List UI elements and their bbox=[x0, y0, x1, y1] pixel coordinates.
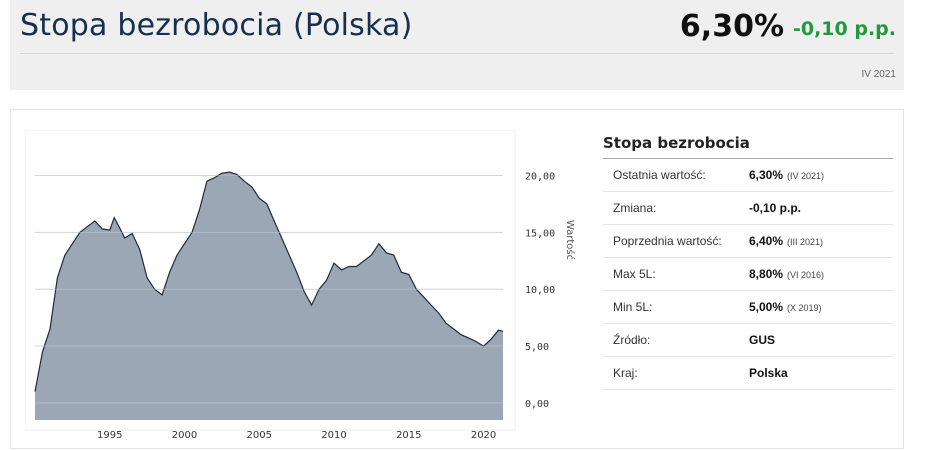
chart-panel: 0,00 5,00 10,00 15,00 20,00 1995 2000 2005 2010 2… bbox=[10, 109, 904, 449]
info-row-value: 6,40% bbox=[749, 234, 784, 248]
info-row-label: Min 5L: bbox=[613, 300, 653, 314]
change-value: -0,10 p.p. bbox=[792, 18, 896, 40]
info-row-value-wrap: 6,40% (III 2021) bbox=[749, 234, 823, 248]
y-tick-label: 0,00 bbox=[525, 399, 549, 410]
info-row-sub: (IV 2021) bbox=[787, 171, 825, 181]
x-tick-label: 2010 bbox=[321, 430, 346, 441]
x-tick-label: 2020 bbox=[471, 430, 496, 441]
info-row: Ostatnia wartość: 6,30% (IV 2021) bbox=[603, 159, 893, 192]
header-bar: Stopa bezrobocia (Polska) 6,30% -0,10 p.… bbox=[10, 0, 904, 90]
info-row: Zmiana: -0,10 p.p. bbox=[603, 192, 893, 225]
info-row-value-wrap: 8,80% (VI 2016) bbox=[749, 267, 824, 281]
info-row-value: -0,10 p.p. bbox=[749, 201, 802, 215]
info-row-value: 5,00% bbox=[749, 300, 784, 314]
info-row-label: Max 5L: bbox=[613, 267, 656, 281]
info-row-label: Źródło: bbox=[613, 333, 651, 347]
info-row: Min 5L: 5,00% (X 2019) bbox=[603, 291, 893, 324]
x-tick-label: 2005 bbox=[247, 430, 272, 441]
info-row: Poprzednia wartość: 6,40% (III 2021) bbox=[603, 225, 893, 258]
x-tick-label: 2000 bbox=[172, 430, 197, 441]
info-row-label: Poprzednia wartość: bbox=[613, 234, 722, 248]
info-row-value: 8,80% bbox=[749, 267, 784, 281]
info-row-value-wrap: Polska bbox=[749, 366, 792, 380]
info-row-value: GUS bbox=[749, 333, 776, 347]
series-area bbox=[35, 172, 503, 420]
info-row: Max 5L: 8,80% (VI 2016) bbox=[603, 258, 893, 291]
x-tick-label: 2015 bbox=[396, 430, 421, 441]
info-rows: Ostatnia wartość: 6,30% (IV 2021) Zmiana: -0… bbox=[603, 159, 893, 390]
series-line bbox=[34, 171, 504, 392]
page-title: Stopa bezrobocia (Polska) bbox=[20, 8, 413, 43]
y-axis-label: Wartość bbox=[564, 220, 576, 260]
header-divider bbox=[20, 53, 894, 54]
info-row: Źródło: GUS bbox=[603, 324, 893, 357]
info-row: Kraj: Polska bbox=[603, 357, 893, 390]
unemployment-chart: 0,00 5,00 10,00 15,00 20,00 1995 2000 2005 2010 2… bbox=[25, 130, 576, 441]
info-row-value: Polska bbox=[749, 366, 788, 380]
info-row-sub: (X 2019) bbox=[787, 303, 822, 313]
info-row-value-wrap: GUS bbox=[749, 333, 779, 347]
y-tick-label: 5,00 bbox=[525, 342, 549, 353]
info-row-value-wrap: -0,10 p.p. bbox=[749, 201, 805, 215]
current-value: 6,30% bbox=[679, 9, 784, 44]
info-title: Stopa bezrobocia bbox=[603, 130, 893, 159]
chart-container: 0,00 5,00 10,00 15,00 20,00 1995 2000 2005 2010 2… bbox=[25, 130, 589, 450]
info-row-label: Zmiana: bbox=[613, 201, 657, 215]
y-tick-label: 20,00 bbox=[525, 171, 555, 182]
y-tick-label: 10,00 bbox=[525, 285, 555, 296]
y-tick-label: 15,00 bbox=[525, 228, 555, 239]
info-table: Stopa bezrobocia Ostatnia wartość: 6,30%(… bbox=[603, 130, 893, 390]
info-row-value-wrap: 6,30% (IV 2021) bbox=[749, 168, 824, 182]
info-row-label: Kraj: bbox=[613, 366, 638, 380]
x-tick-label: 1995 bbox=[97, 430, 122, 441]
info-row-value: 6,30% bbox=[749, 168, 784, 182]
info-row-value-wrap: 5,00% (X 2019) bbox=[749, 300, 822, 314]
info-row-sub: (III 2021) bbox=[787, 237, 824, 247]
info-row-label: Ostatnia wartość: bbox=[613, 168, 706, 182]
info-row-sub: (VI 2016) bbox=[787, 270, 825, 280]
period-label: IV 2021 bbox=[861, 69, 896, 80]
